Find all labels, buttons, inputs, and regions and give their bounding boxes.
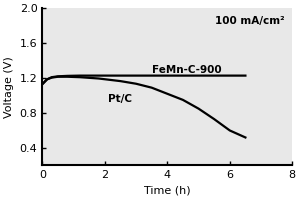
Y-axis label: Voltage (V): Voltage (V) xyxy=(4,56,14,118)
Text: FeMn-C-900: FeMn-C-900 xyxy=(152,65,221,75)
X-axis label: Time (h): Time (h) xyxy=(144,186,190,196)
Text: Pt/C: Pt/C xyxy=(108,94,132,104)
Text: 100 mA/cm²: 100 mA/cm² xyxy=(215,16,285,26)
